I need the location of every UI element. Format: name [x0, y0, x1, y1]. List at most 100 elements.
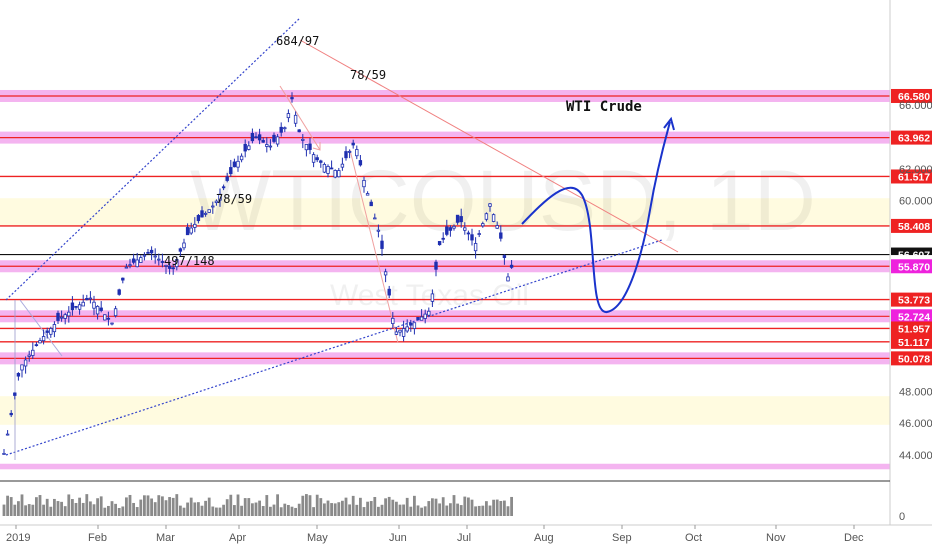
candle-body	[38, 340, 42, 344]
volume-bar	[449, 503, 452, 516]
price-tag-label: 51.957	[898, 323, 930, 335]
candle-body	[398, 329, 402, 333]
volume-bar	[189, 497, 193, 516]
candle-body	[362, 180, 366, 188]
descending-trend-line[interactable]	[299, 39, 679, 253]
candle-body	[391, 317, 395, 324]
price-tag: 66.580	[891, 88, 932, 103]
volume-bar	[110, 501, 114, 516]
volume-bar	[107, 505, 110, 516]
candle-body	[434, 261, 438, 270]
candle-body	[77, 304, 82, 310]
volume-bar	[74, 502, 78, 516]
volume-bar	[45, 498, 49, 516]
volume-bar	[204, 500, 207, 516]
candle-body	[355, 149, 359, 157]
volume-bar	[78, 497, 81, 516]
volume-bar	[207, 497, 211, 516]
price-tag-bg	[891, 218, 932, 233]
name-watermark: West Texas Oil	[330, 279, 529, 312]
volume-bar	[233, 505, 236, 516]
x-tick-label: Mar	[156, 532, 175, 544]
candle-body	[149, 249, 154, 254]
volume-bar	[431, 498, 434, 516]
candle-body	[23, 359, 28, 367]
candle-body	[279, 126, 283, 133]
candle-body	[344, 151, 348, 159]
candle-body	[99, 307, 103, 311]
volume-bar	[67, 494, 71, 516]
x-tick-label: 2019	[6, 532, 30, 544]
volume-bar	[243, 498, 247, 516]
volume-bar	[276, 494, 279, 516]
candle-body	[103, 314, 107, 321]
volume-bar	[81, 502, 85, 516]
volume-bar	[326, 500, 330, 516]
volume-bar	[380, 504, 384, 516]
volume-bar	[261, 506, 265, 516]
trend-lines	[5, 17, 679, 460]
annotation-78-59-mid: 78/59	[216, 192, 252, 206]
candle-body	[88, 297, 93, 300]
volume-bar	[503, 500, 506, 516]
price-tag: 63.962	[891, 130, 932, 145]
annotation-684-97: 684/97	[276, 34, 319, 48]
candle-body	[491, 214, 496, 222]
volume-bar	[85, 494, 89, 516]
candle-body	[452, 225, 456, 229]
volume-bar	[319, 498, 323, 516]
candle-body	[189, 227, 193, 234]
volume-bar	[481, 505, 485, 516]
price-tag-bg	[891, 292, 932, 307]
volume-bar	[254, 502, 258, 516]
candle-body	[286, 113, 291, 119]
candle-body	[477, 233, 481, 235]
price-axis[interactable]: 66.58063.96261.51758.40856.60756.13555.8…	[889, 0, 932, 525]
candle-body	[200, 210, 204, 218]
volume-bar	[420, 507, 423, 516]
candle-body	[405, 326, 409, 332]
candle-body	[20, 364, 24, 371]
price-tag-label: 51.117	[898, 337, 930, 349]
volume-bar	[499, 500, 503, 516]
volume-bar	[294, 507, 297, 516]
candle-body	[297, 129, 301, 133]
candle-body	[373, 217, 377, 220]
volume-bar	[362, 507, 366, 516]
candle-body	[113, 308, 118, 317]
volume-bar	[283, 503, 287, 516]
volume-axis-label: 0	[899, 511, 905, 523]
volume-bar	[391, 499, 395, 516]
volume-bar	[492, 499, 495, 516]
candle-body	[419, 316, 424, 321]
volume-bar	[164, 500, 168, 516]
projection-curve[interactable]	[521, 121, 671, 313]
candle-body	[254, 136, 258, 139]
volume-bar	[96, 498, 99, 516]
candle-body	[283, 127, 287, 130]
volume-bar	[89, 501, 92, 516]
candle-body	[157, 258, 161, 261]
y-tick-label: 66.000	[899, 100, 932, 112]
volume-bar	[470, 499, 474, 516]
volume-bar	[488, 505, 492, 516]
candle-body	[110, 322, 114, 325]
volume-bar	[506, 506, 510, 516]
volume-bar	[218, 507, 222, 516]
volume-bar	[179, 505, 182, 516]
candle-body	[63, 314, 67, 319]
volume-bar	[128, 494, 132, 516]
price-tag-label: 53.773	[898, 295, 930, 307]
volume-bar	[71, 499, 74, 516]
price-tag: 53.773	[891, 292, 932, 307]
price-tag: 51.957	[891, 321, 932, 336]
time-axis[interactable]: 2019 Feb Mar Apr May Jun Jul Aug Sep Oct Nov Dec	[0, 524, 932, 544]
price-tag-label: 50.078	[898, 353, 930, 365]
price-tag: 51.117	[891, 334, 932, 349]
volume-bar	[445, 505, 449, 516]
price-tag: 61.517	[891, 169, 932, 184]
lower-trend-line[interactable]	[5, 239, 663, 456]
yellow-zone-lower	[0, 396, 890, 425]
retrace-arrow-3	[19, 299, 63, 357]
